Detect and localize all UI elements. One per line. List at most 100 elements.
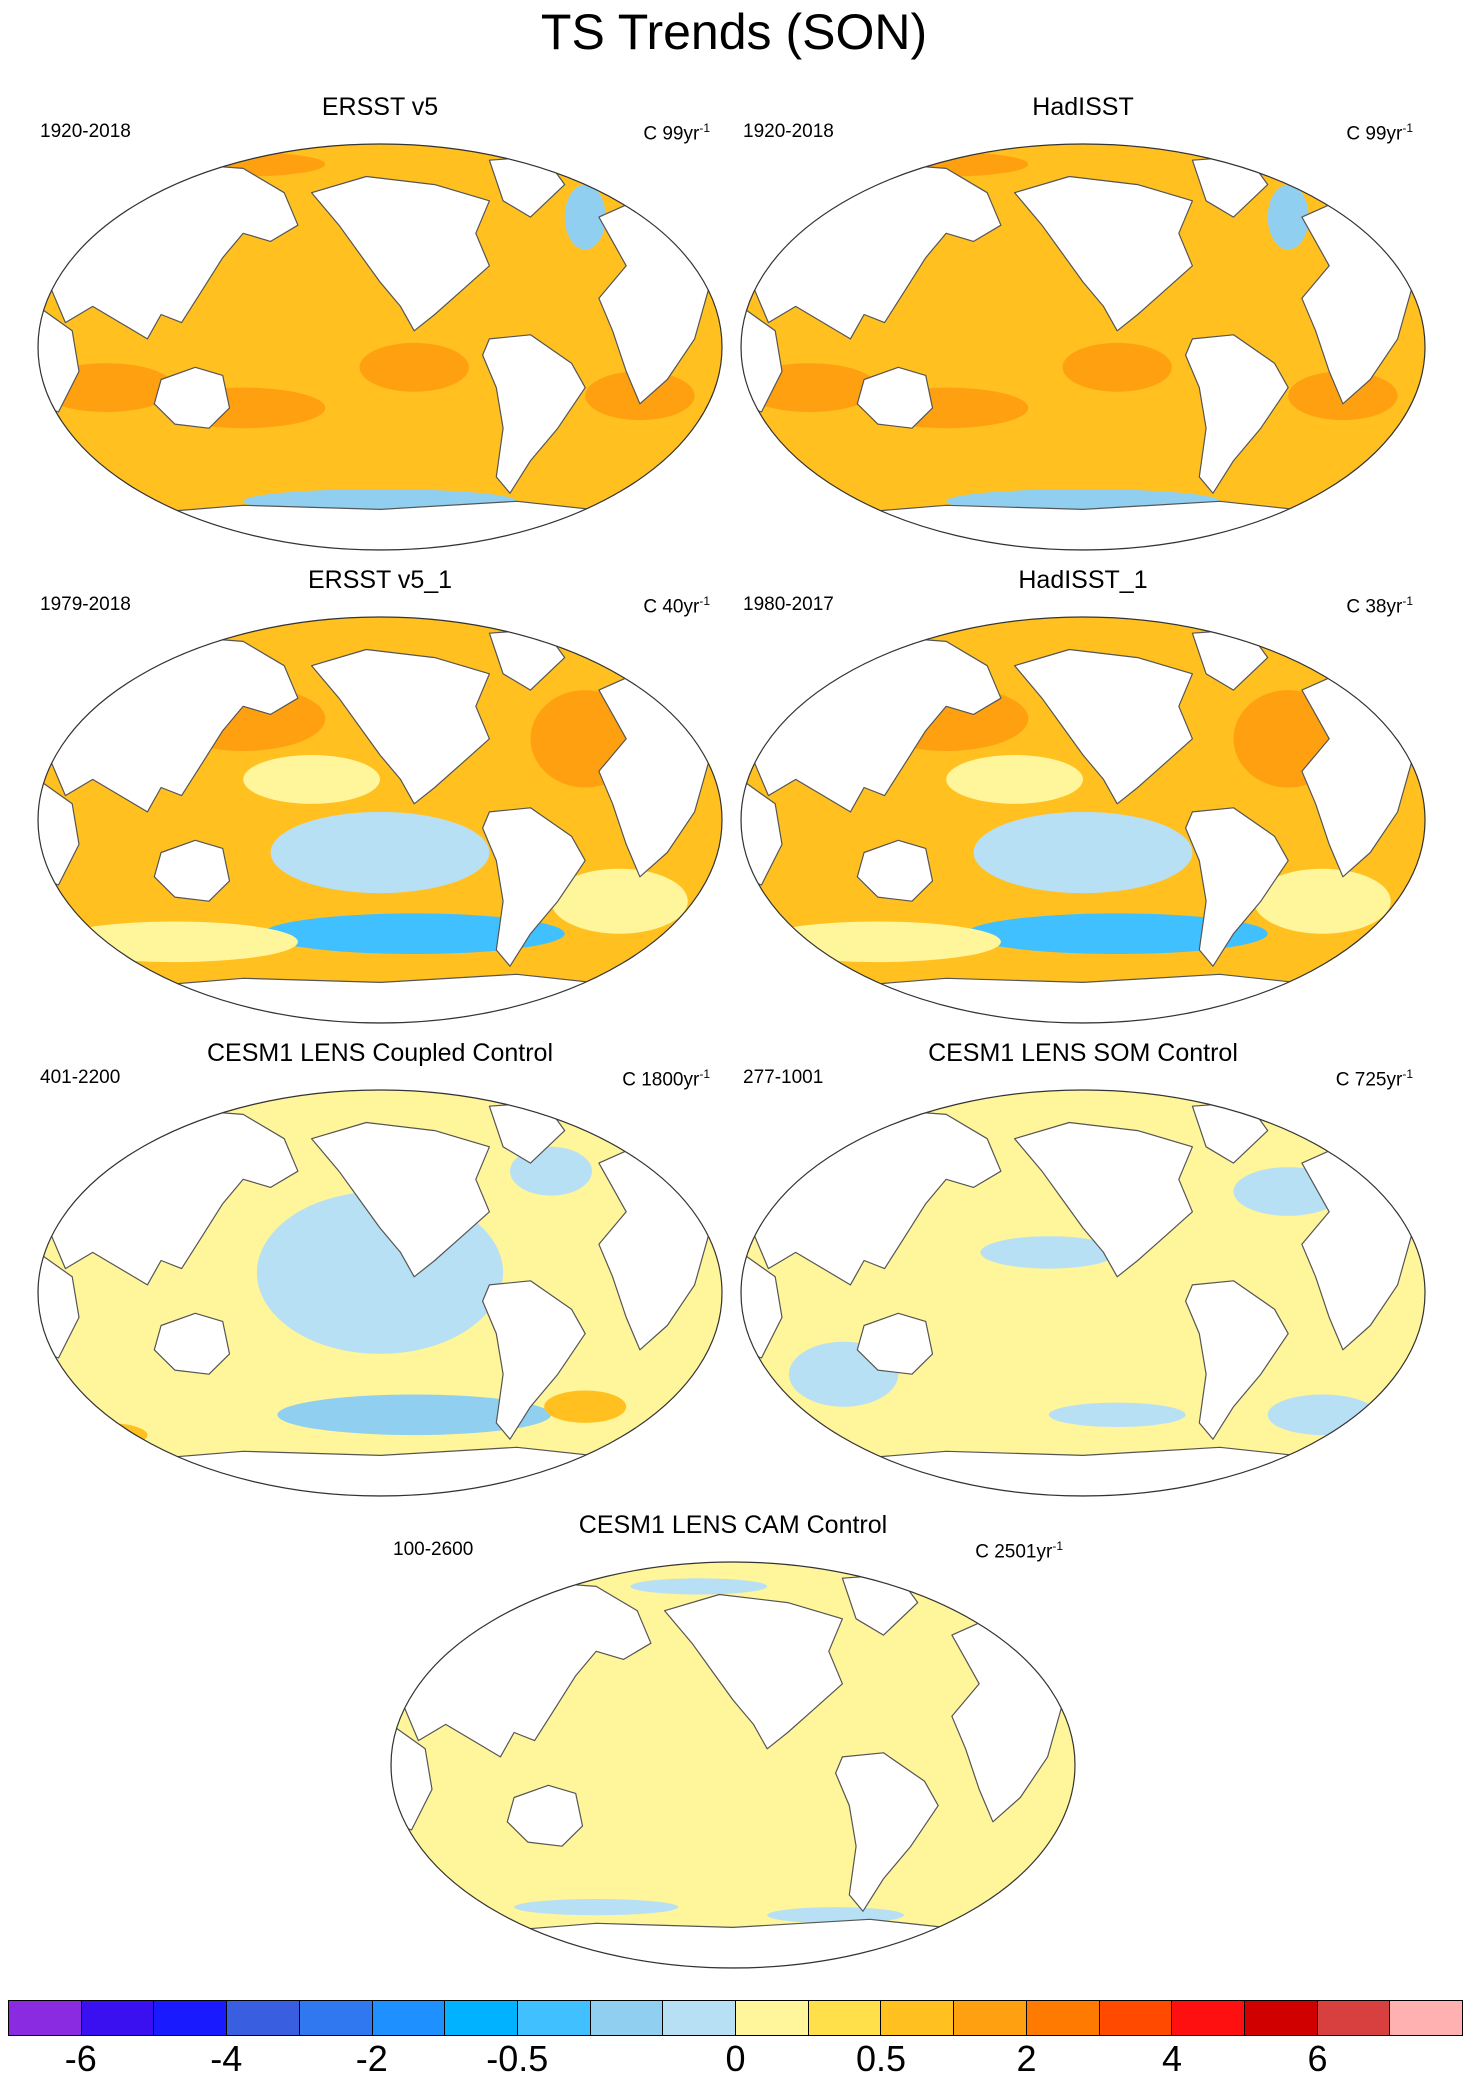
land-africa bbox=[391, 1723, 433, 1831]
land-samerica bbox=[482, 1280, 586, 1440]
colorbar-swatch bbox=[663, 2001, 737, 2035]
anomaly-region bbox=[270, 811, 490, 894]
colorbar-swatch bbox=[590, 2001, 664, 2035]
anomaly-region bbox=[980, 1236, 1118, 1269]
panel-period: 1979-2018 bbox=[40, 594, 131, 615]
panel-units: C 725yr-1 bbox=[1335, 1067, 1413, 1091]
land-africa bbox=[38, 305, 80, 413]
map-border bbox=[740, 1089, 1426, 1497]
panel-units: C 40yr-1 bbox=[643, 594, 710, 618]
colorbar-swatch bbox=[299, 2001, 373, 2035]
land-namerica bbox=[311, 175, 490, 332]
panel-period: 1980-2017 bbox=[743, 594, 834, 615]
figure-title: TS Trends (SON) bbox=[540, 4, 928, 60]
colorbar-swatch bbox=[517, 2001, 591, 2035]
map-panel-hadisst-1: HadISST_1 1980-2017 C 38yr-1 bbox=[733, 565, 1433, 1025]
colorbar-swatch bbox=[445, 2001, 518, 2035]
land-samerica bbox=[1185, 807, 1289, 967]
map-border bbox=[390, 1561, 1076, 1969]
colorbar-tick-label: 0 bbox=[725, 2038, 746, 2079]
colorbar-swatch bbox=[372, 2001, 446, 2035]
colorbar-labels: -6 -4 -2 -0.5 0 0.5 2 4 6 bbox=[8, 2036, 1463, 2082]
anomaly-region bbox=[630, 1578, 768, 1595]
panel-units: C 1800yr-1 bbox=[622, 1067, 710, 1091]
colorbar-swatch bbox=[227, 2001, 300, 2035]
anomaly-region bbox=[544, 1390, 627, 1423]
anomaly-region bbox=[1048, 1402, 1186, 1427]
panel-units: C 99yr-1 bbox=[643, 121, 710, 145]
land-samerica bbox=[482, 334, 586, 494]
land-namerica bbox=[1014, 648, 1193, 805]
colorbar-swatch bbox=[1244, 2001, 1318, 2035]
map-panel-hadisst: HadISST 1920-2018 C 99yr-1 bbox=[733, 92, 1433, 552]
panel-period: 401-2200 bbox=[40, 1067, 121, 1088]
anomaly-region bbox=[966, 913, 1268, 954]
panel-title: ERSST v5 bbox=[321, 93, 439, 121]
anomaly-region bbox=[973, 811, 1193, 894]
colorbar-swatch bbox=[954, 2001, 1027, 2035]
land-namerica bbox=[664, 1593, 843, 1750]
colorbar-swatch bbox=[736, 2001, 809, 2035]
colorbar-tick-label: -2 bbox=[355, 2038, 388, 2079]
land-africa bbox=[741, 305, 783, 413]
colorbar-tick-label: 2 bbox=[1016, 2038, 1037, 2079]
anomaly-region bbox=[754, 921, 1001, 963]
panel-title: CESM1 LENS SOM Control bbox=[928, 1039, 1238, 1067]
land-samerica bbox=[482, 807, 586, 967]
world-map bbox=[37, 616, 723, 1024]
land-australia bbox=[153, 366, 231, 429]
colorbar-tick-label: 4 bbox=[1161, 2038, 1183, 2079]
anomaly-region bbox=[946, 755, 1083, 804]
anomaly-region bbox=[1267, 1394, 1378, 1436]
panel-period: 1920-2018 bbox=[743, 121, 834, 142]
colorbar-swatch bbox=[154, 2001, 228, 2035]
panel-title: HadISST_1 bbox=[1018, 566, 1148, 594]
land-samerica bbox=[1185, 1280, 1289, 1440]
colorbar-swatch bbox=[1099, 2001, 1173, 2035]
world-map bbox=[37, 143, 723, 551]
anomaly-region bbox=[564, 184, 606, 250]
map-panel-cesm1-cam-control: CESM1 LENS CAM Control 100-2600 C 2501yr… bbox=[383, 1510, 1083, 1970]
map-border bbox=[740, 143, 1426, 551]
colorbar-swatch bbox=[1390, 2001, 1463, 2035]
land-africa bbox=[38, 1251, 80, 1359]
anomaly-region bbox=[946, 286, 1083, 327]
colorbar-swatch bbox=[881, 2001, 955, 2035]
map-panel-cesm1-som-control: CESM1 LENS SOM Control 277-1001 C 725yr-… bbox=[733, 1038, 1433, 1498]
panel-title: ERSST v5_1 bbox=[307, 566, 453, 594]
anomaly-region bbox=[514, 1899, 679, 1916]
land-namerica bbox=[311, 1121, 490, 1278]
colorbar bbox=[8, 2000, 1463, 2036]
panel-title: CESM1 LENS Coupled Control bbox=[207, 1039, 553, 1067]
map-border bbox=[37, 143, 723, 551]
colorbar-swatch bbox=[808, 2001, 882, 2035]
land-australia bbox=[153, 1312, 231, 1375]
land-australia bbox=[856, 1312, 934, 1375]
panel-title: CESM1 LENS CAM Control bbox=[578, 1511, 888, 1539]
map-border bbox=[37, 1089, 723, 1497]
panel-period: 1920-2018 bbox=[40, 121, 131, 142]
land-australia bbox=[856, 839, 934, 902]
colorbar-swatch bbox=[81, 2001, 155, 2035]
panel-units: C 38yr-1 bbox=[1346, 594, 1413, 618]
land-australia bbox=[153, 839, 231, 902]
map-panel-ersst-v5-1: ERSST v5_1 1979-2018 C 40yr-1 bbox=[30, 565, 730, 1025]
panel-period: 100-2600 bbox=[393, 1539, 474, 1560]
anomaly-region bbox=[263, 913, 565, 954]
anomaly-region bbox=[243, 286, 380, 327]
anomaly-region bbox=[359, 342, 469, 392]
land-namerica bbox=[1014, 175, 1193, 332]
map-border bbox=[37, 616, 723, 1024]
anomaly-region bbox=[1267, 184, 1309, 250]
map-panel-ersst-v5: ERSST v5 1920-2018 C 99yr-1 bbox=[30, 92, 730, 552]
world-map bbox=[740, 1089, 1426, 1497]
anomaly-region bbox=[243, 755, 380, 804]
world-map bbox=[740, 616, 1426, 1024]
colorbar-tick-label: 6 bbox=[1307, 2038, 1328, 2079]
land-australia bbox=[856, 366, 934, 429]
panel-units: C 99yr-1 bbox=[1346, 121, 1413, 145]
land-africa bbox=[741, 1251, 783, 1359]
colorbar-tick-label: -0.5 bbox=[486, 2038, 549, 2079]
land-australia bbox=[506, 1784, 584, 1847]
anomaly-region bbox=[551, 868, 688, 934]
